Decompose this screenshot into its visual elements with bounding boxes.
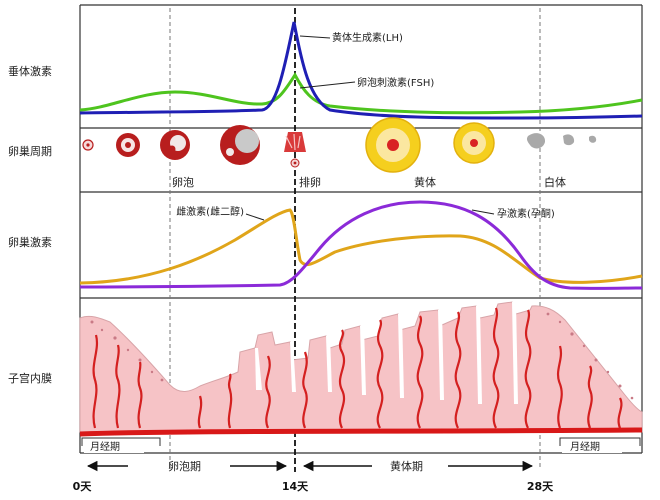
day-14-label: 14天 [282, 480, 309, 493]
progesterone-label: 孕激素(孕酮) [497, 207, 555, 220]
phase-arrows: 卵泡期 黄体期 [86, 459, 534, 473]
luteal-phase-label: 黄体期 [390, 459, 423, 473]
day-labels: 0天 14天 28天 [73, 480, 554, 493]
ovary-hormone-panel: 雌激素(雌二醇) 孕激素(孕酮) [79, 200, 643, 290]
stage-corpus-luteum-label: 黄体 [414, 175, 436, 189]
row-label-ovary-hormone: 卵巢激素 [8, 235, 52, 249]
corpus-luteum-medium [453, 122, 495, 164]
menstrual-phase-end-label: 月经期 [570, 440, 600, 453]
day-28-label: 28天 [527, 480, 554, 493]
corpus-luteum-large [365, 117, 421, 173]
lh-curve [79, 21, 643, 120]
progesterone-curve [79, 200, 643, 290]
estrogen-label: 雌激素(雌二醇) [176, 205, 244, 218]
estrogen-curve [79, 208, 643, 285]
row-label-ovary-cycle: 卵巢周期 [8, 145, 52, 158]
ovary-cycle-panel: 卵泡 排卵 黄体 白体 [82, 117, 597, 189]
gland-gaps [255, 302, 518, 404]
shedding-fragments [90, 312, 634, 400]
day-0-label: 0天 [73, 480, 93, 493]
stage-follicle-label: 卵泡 [172, 175, 194, 189]
row-label-pituitary: 垂体激素 [8, 64, 52, 78]
endometrial-glands [92, 307, 623, 429]
ovulation-illustration [284, 132, 306, 168]
row-labels: 垂体激素 卵巢周期 卵巢激素 子宫内膜 [8, 64, 52, 385]
menstrual-phase-start-label: 月经期 [90, 440, 120, 453]
panel-frames [79, 4, 643, 454]
follicle-stage-2 [116, 133, 140, 157]
follicle-stage-4 [220, 125, 260, 165]
follicle-stage-3 [160, 130, 190, 160]
lh-label: 黄体生成素(LH) [332, 31, 403, 44]
corpus-albicans [526, 133, 597, 149]
fsh-label: 卵泡刺激素(FSH) [357, 76, 434, 89]
pituitary-panel: 黄体生成素(LH) 卵泡刺激素(FSH) [79, 21, 643, 120]
stage-ovulation-label: 排卵 [299, 175, 321, 189]
endometrium-panel: 月经期 月经期 [79, 301, 643, 453]
stage-corpus-albicans-label: 白体 [544, 175, 566, 189]
endometrium-tissue [79, 301, 643, 433]
follicular-phase-label: 卵泡期 [168, 459, 201, 473]
basal-vessel [79, 427, 643, 437]
follicle-stage-1 [82, 139, 94, 151]
fsh-curve [79, 72, 643, 115]
menstrual-brackets [81, 437, 641, 446]
row-label-endometrium: 子宫内膜 [8, 371, 52, 385]
